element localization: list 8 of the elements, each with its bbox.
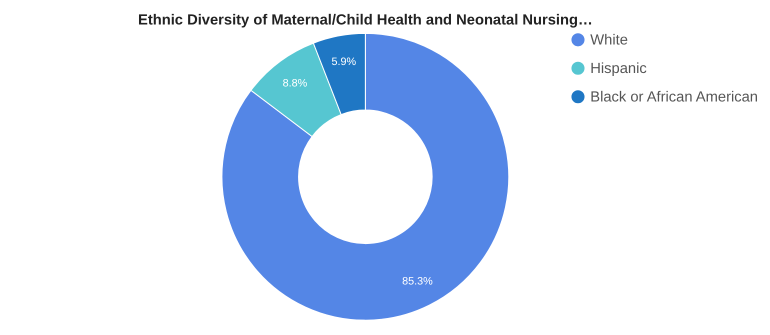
legend-label: White bbox=[590, 32, 628, 49]
chart-title: Ethnic Diversity of Maternal/Child Health and Neonatal Nursing… bbox=[138, 12, 593, 29]
data-label: 85.3% bbox=[402, 275, 434, 288]
data-label: 5.9% bbox=[332, 56, 357, 68]
legend-label: Hispanic bbox=[590, 61, 647, 78]
donut-slice bbox=[221, 32, 510, 320]
legend-label: Black or African American bbox=[590, 90, 758, 106]
data-label: 8.8% bbox=[282, 77, 308, 90]
